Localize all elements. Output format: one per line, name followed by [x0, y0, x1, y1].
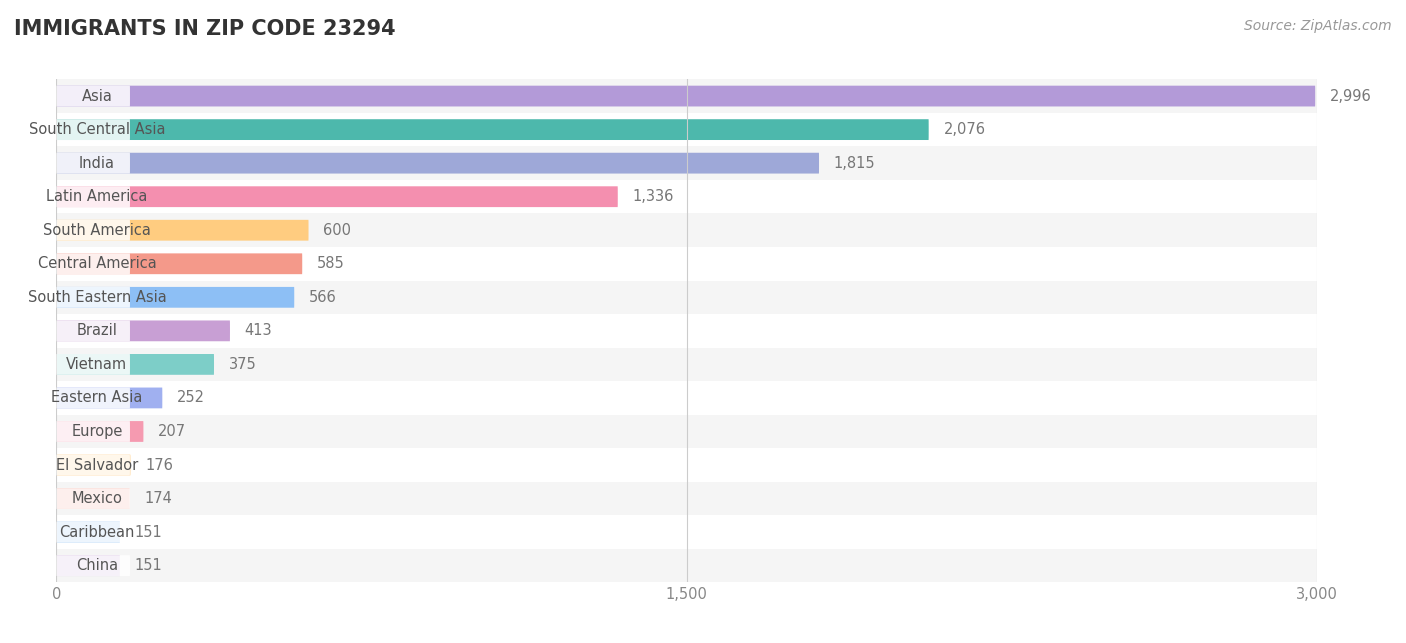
- Bar: [56, 147, 1317, 180]
- FancyBboxPatch shape: [56, 556, 129, 576]
- FancyBboxPatch shape: [56, 86, 1315, 107]
- FancyBboxPatch shape: [56, 521, 120, 543]
- Bar: [56, 348, 1317, 381]
- Text: 2,996: 2,996: [1330, 89, 1372, 104]
- Text: 413: 413: [245, 323, 273, 338]
- Bar: [56, 79, 1317, 113]
- FancyBboxPatch shape: [56, 253, 302, 274]
- Text: South Eastern Asia: South Eastern Asia: [28, 290, 166, 305]
- FancyBboxPatch shape: [56, 119, 129, 140]
- FancyBboxPatch shape: [56, 521, 129, 543]
- FancyBboxPatch shape: [56, 287, 129, 308]
- Bar: [56, 280, 1317, 314]
- Text: China: China: [76, 558, 118, 573]
- Text: 252: 252: [177, 390, 205, 406]
- Bar: [56, 180, 1317, 213]
- Text: 151: 151: [135, 525, 162, 539]
- Text: 174: 174: [145, 491, 172, 506]
- Text: 151: 151: [135, 558, 162, 573]
- Bar: [56, 448, 1317, 482]
- Bar: [56, 381, 1317, 415]
- FancyBboxPatch shape: [56, 320, 129, 341]
- FancyBboxPatch shape: [56, 488, 129, 509]
- Text: 566: 566: [309, 290, 336, 305]
- Text: Source: ZipAtlas.com: Source: ZipAtlas.com: [1244, 19, 1392, 33]
- Bar: [56, 482, 1317, 515]
- Text: Caribbean: Caribbean: [59, 525, 135, 539]
- FancyBboxPatch shape: [56, 354, 214, 375]
- FancyBboxPatch shape: [56, 556, 120, 576]
- Bar: [56, 549, 1317, 583]
- Text: 2,076: 2,076: [943, 122, 986, 137]
- Text: Mexico: Mexico: [72, 491, 122, 506]
- Bar: [56, 213, 1317, 247]
- FancyBboxPatch shape: [56, 253, 129, 274]
- Text: Europe: Europe: [72, 424, 122, 439]
- FancyBboxPatch shape: [56, 421, 129, 442]
- Text: IMMIGRANTS IN ZIP CODE 23294: IMMIGRANTS IN ZIP CODE 23294: [14, 19, 395, 39]
- FancyBboxPatch shape: [56, 388, 162, 408]
- Text: 1,815: 1,815: [834, 156, 876, 170]
- Text: Central America: Central America: [38, 257, 156, 271]
- Text: El Salvador: El Salvador: [56, 458, 138, 473]
- Text: 585: 585: [316, 257, 344, 271]
- FancyBboxPatch shape: [56, 186, 617, 207]
- Text: South America: South America: [44, 222, 150, 238]
- Text: Brazil: Brazil: [76, 323, 117, 338]
- FancyBboxPatch shape: [56, 186, 129, 207]
- FancyBboxPatch shape: [56, 287, 294, 308]
- Text: Vietnam: Vietnam: [66, 357, 128, 372]
- Text: 600: 600: [323, 222, 352, 238]
- Text: 207: 207: [157, 424, 186, 439]
- Bar: [56, 247, 1317, 280]
- Text: South Central Asia: South Central Asia: [28, 122, 165, 137]
- Text: Eastern Asia: Eastern Asia: [51, 390, 142, 406]
- FancyBboxPatch shape: [56, 388, 129, 408]
- Text: 1,336: 1,336: [633, 189, 673, 204]
- FancyBboxPatch shape: [56, 86, 129, 107]
- FancyBboxPatch shape: [56, 455, 131, 475]
- FancyBboxPatch shape: [56, 220, 308, 240]
- Bar: [56, 314, 1317, 348]
- Text: 176: 176: [145, 458, 173, 473]
- FancyBboxPatch shape: [56, 488, 129, 509]
- FancyBboxPatch shape: [56, 153, 820, 174]
- FancyBboxPatch shape: [56, 220, 129, 240]
- Bar: [56, 515, 1317, 549]
- Bar: [56, 113, 1317, 147]
- Text: Asia: Asia: [82, 89, 112, 104]
- FancyBboxPatch shape: [56, 320, 231, 341]
- FancyBboxPatch shape: [56, 354, 129, 375]
- FancyBboxPatch shape: [56, 455, 129, 475]
- FancyBboxPatch shape: [56, 421, 143, 442]
- Text: 375: 375: [229, 357, 256, 372]
- FancyBboxPatch shape: [56, 153, 129, 174]
- FancyBboxPatch shape: [56, 119, 929, 140]
- Text: Latin America: Latin America: [46, 189, 148, 204]
- Text: India: India: [79, 156, 115, 170]
- Bar: [56, 415, 1317, 448]
